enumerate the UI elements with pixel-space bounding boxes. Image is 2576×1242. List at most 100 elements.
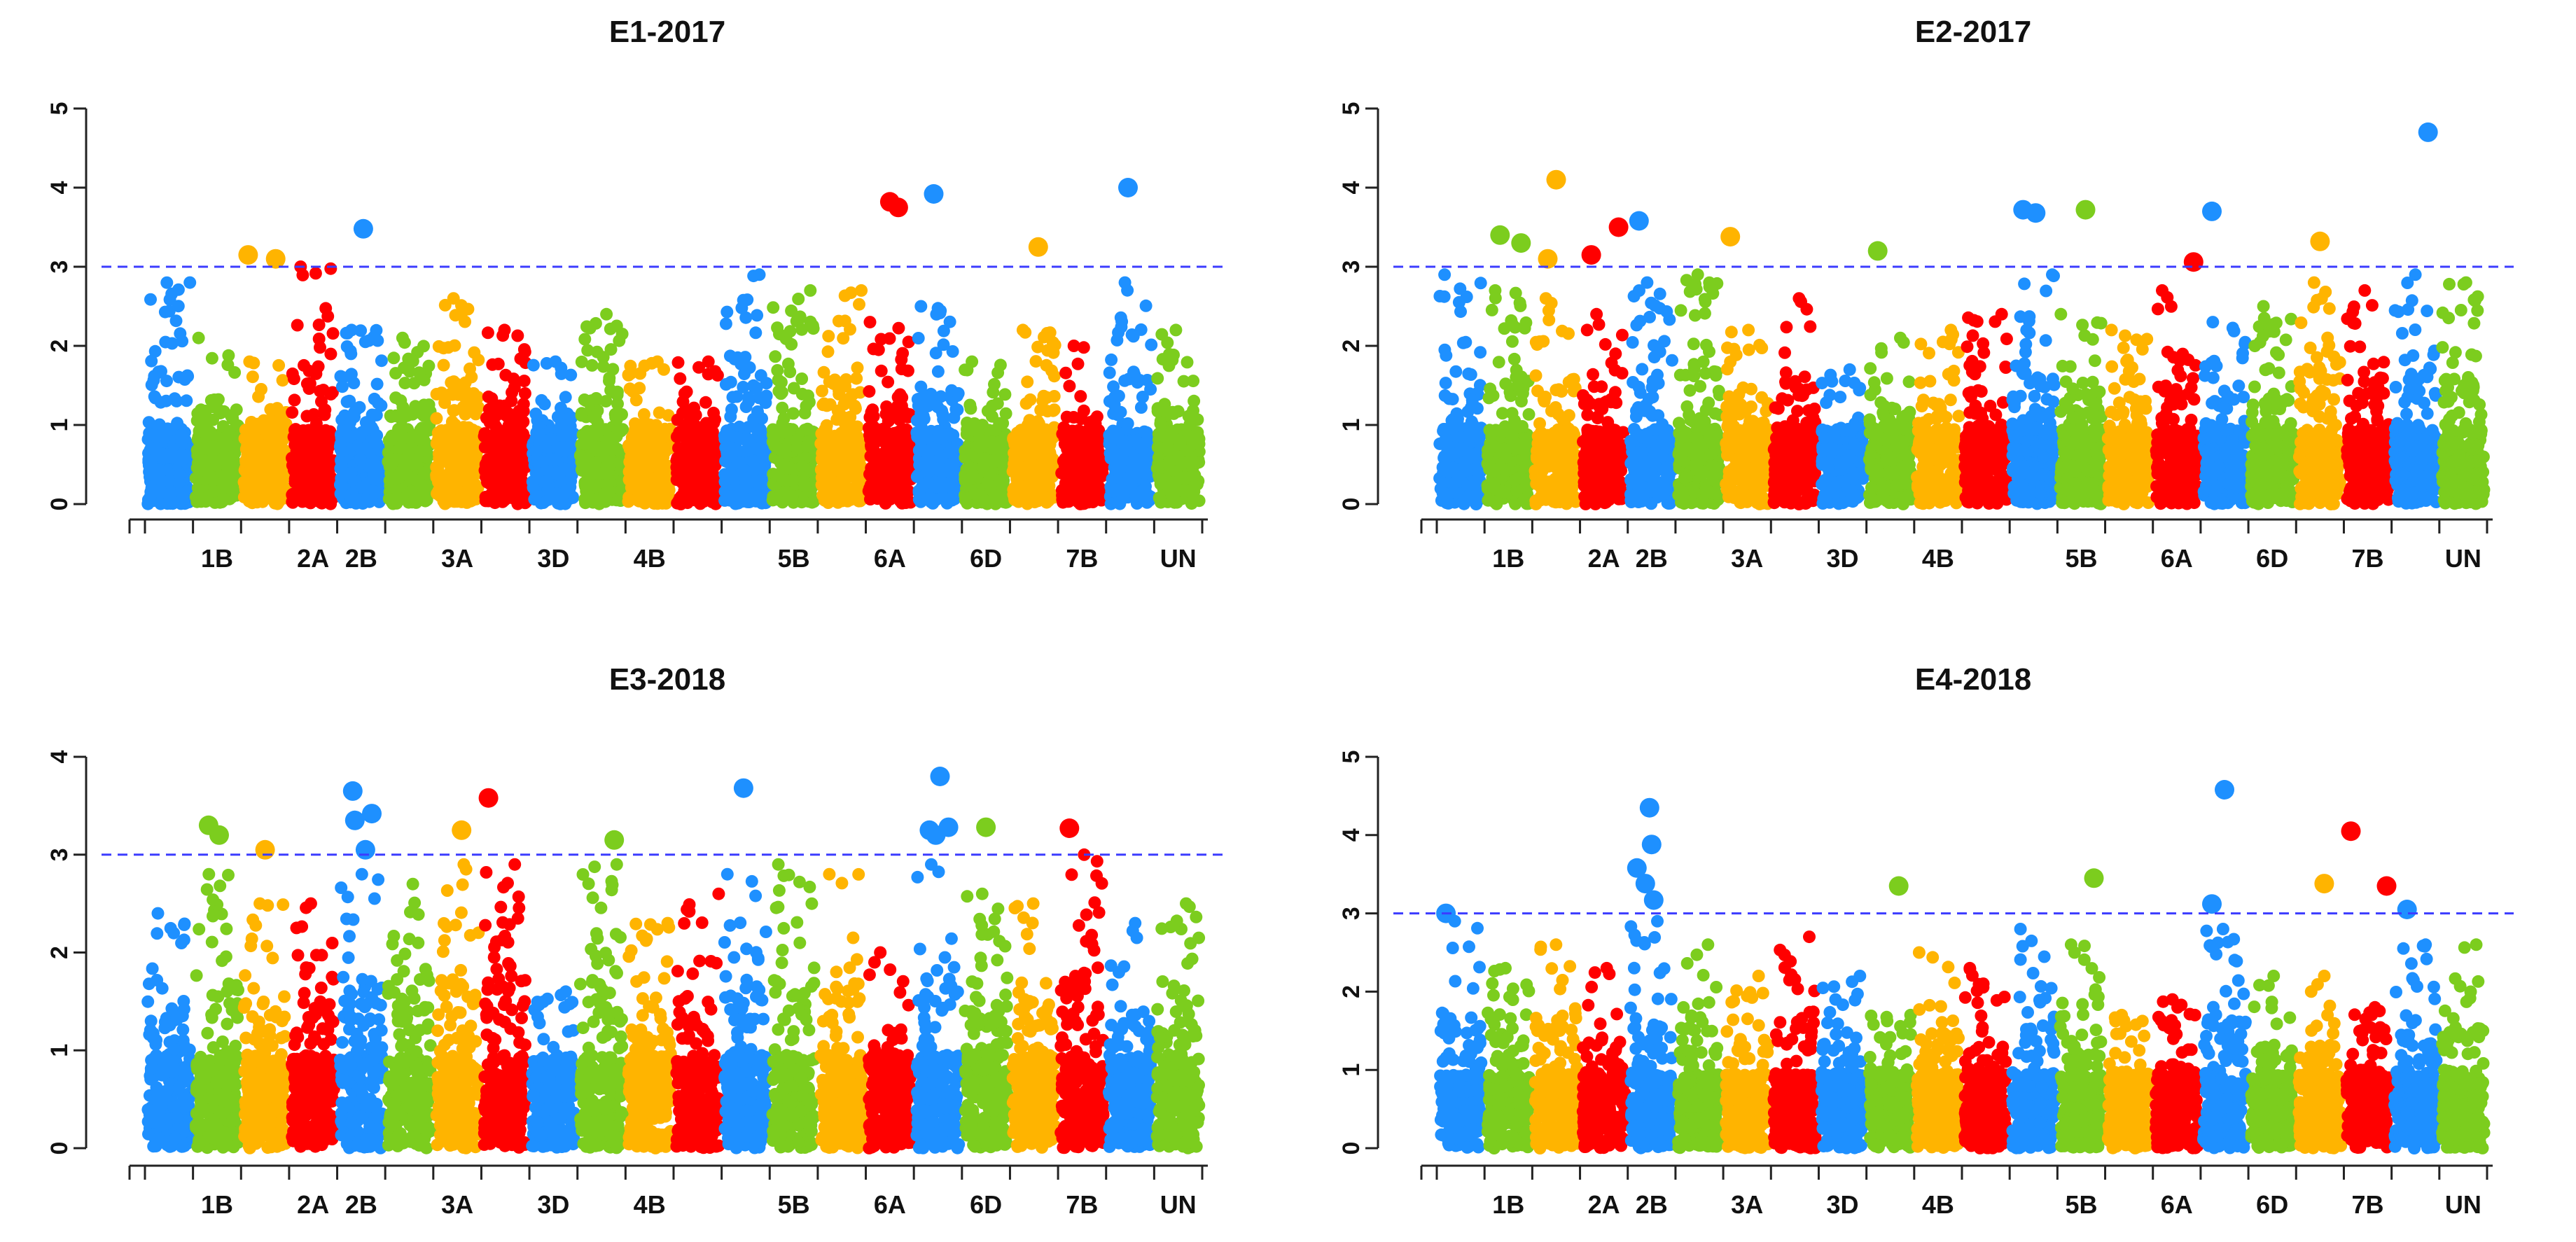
- snp-point: [544, 487, 557, 499]
- snp-point: [267, 468, 280, 481]
- snp-point: [649, 471, 662, 484]
- snp-point: [692, 361, 705, 374]
- snp-point: [340, 326, 353, 340]
- snp-point: [864, 493, 877, 505]
- snp-point: [733, 456, 746, 469]
- snp-point: [468, 346, 481, 359]
- snp-point: [742, 433, 755, 447]
- snp-point: [1112, 389, 1125, 403]
- snp-point: [437, 358, 450, 372]
- snp-point: [405, 431, 419, 444]
- snp-point: [893, 390, 907, 403]
- snp-point: [776, 401, 789, 414]
- snp-point: [943, 315, 956, 328]
- snp-point: [457, 439, 471, 452]
- snp-point: [389, 391, 403, 405]
- snp-point: [1063, 379, 1076, 393]
- snp-point: [875, 364, 888, 377]
- snp-point: [408, 490, 422, 503]
- snp-point: [1031, 466, 1044, 479]
- snp-point: [319, 490, 332, 503]
- snp-point: [603, 371, 616, 384]
- snp-point: [449, 480, 462, 494]
- snp-point: [737, 293, 750, 307]
- snp-point: [169, 314, 183, 328]
- snp-point: [313, 469, 326, 482]
- snp-point: [489, 442, 503, 456]
- snp-point: [822, 330, 835, 343]
- snp-point: [923, 464, 935, 477]
- snp-point: [286, 367, 299, 380]
- snp-point: [442, 341, 455, 354]
- snp-point: [211, 402, 224, 415]
- snp-point: [1075, 463, 1089, 477]
- snp-point: [239, 442, 253, 456]
- snp-point: [680, 385, 693, 398]
- snp-point: [952, 386, 965, 400]
- snp-point: [795, 459, 809, 473]
- snp-point: [747, 270, 760, 283]
- snp-point: [585, 358, 599, 372]
- snp-point: [961, 363, 974, 377]
- snp-point: [766, 428, 779, 441]
- snp-point: [671, 356, 685, 369]
- snp-point: [326, 327, 340, 340]
- snp-point: [148, 428, 162, 442]
- snp-point: [751, 309, 764, 322]
- snp-point: [564, 368, 578, 382]
- snp-point: [578, 333, 592, 346]
- snp-point: [769, 350, 782, 363]
- snp-point: [814, 463, 828, 476]
- snp-point: [324, 347, 337, 361]
- snp-point: [879, 407, 893, 421]
- snp-point: [563, 484, 576, 497]
- snp-point: [1066, 489, 1080, 503]
- snp-point: [289, 423, 302, 436]
- snp-point: [933, 307, 947, 319]
- snp-point: [314, 341, 326, 354]
- snp-point: [837, 493, 850, 505]
- snp-point: [562, 412, 576, 426]
- snp-point: [537, 455, 550, 468]
- snp-point: [699, 396, 712, 409]
- snp-point: [785, 304, 798, 317]
- snp-point: [1019, 326, 1032, 339]
- snp-point: [334, 487, 347, 501]
- snp-point: [1060, 410, 1073, 424]
- snp-point: [801, 422, 814, 435]
- snp-point: [597, 351, 610, 364]
- snp-point: [940, 428, 953, 441]
- snp-point: [1141, 494, 1154, 507]
- snp-point: [544, 433, 557, 446]
- snp-point: [481, 326, 494, 340]
- snp-point: [349, 491, 362, 505]
- snp-point: [1075, 412, 1088, 425]
- snp-point: [432, 475, 445, 489]
- snp-point: [772, 442, 786, 456]
- snp-point: [864, 410, 877, 424]
- snp-point: [459, 376, 472, 389]
- snp-point: [892, 321, 905, 335]
- snp-point: [634, 367, 647, 380]
- snp-point: [604, 384, 618, 397]
- snp-point: [625, 481, 638, 494]
- snp-point: [450, 495, 464, 508]
- snp-point: [191, 407, 204, 420]
- snp-point: [708, 473, 720, 487]
- snp-point: [1151, 372, 1164, 385]
- snp-point: [247, 356, 260, 370]
- snp-point: [1015, 461, 1028, 475]
- snp-point: [466, 401, 480, 414]
- snp-point: [910, 414, 924, 427]
- snp-point: [1059, 366, 1073, 379]
- snp-point: [929, 347, 942, 360]
- snp-point: [512, 416, 525, 429]
- snp-point: [145, 354, 158, 368]
- snp-point: [1019, 489, 1033, 502]
- snp-point: [961, 423, 974, 436]
- snp-point: [823, 398, 837, 411]
- snp-point: [559, 391, 572, 404]
- snp-point: [784, 365, 797, 379]
- snp-point: [720, 305, 734, 319]
